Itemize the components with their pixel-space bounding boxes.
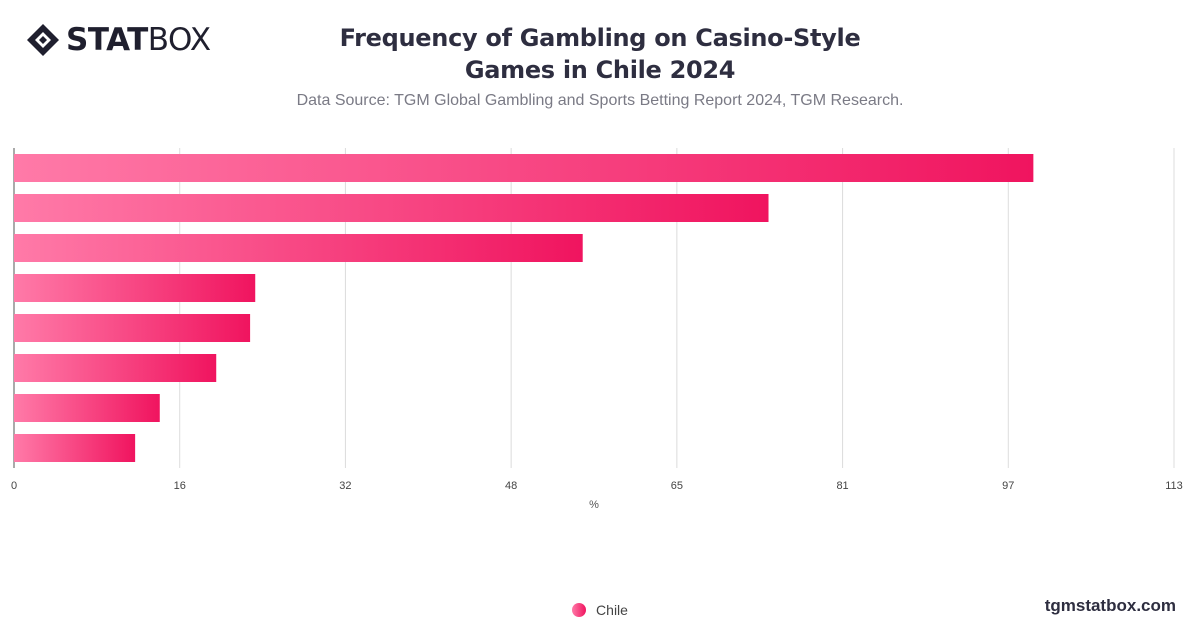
logo-light: BOX — [147, 22, 211, 58]
x-tick-label: 113 — [1165, 480, 1183, 492]
x-tick-label: 81 — [836, 480, 848, 492]
x-tick-label: 65 — [671, 480, 683, 492]
logo-text: STATBOX — [66, 22, 211, 58]
bar-chart: 0 16 32 48 65 81 97 113 % — [11, 148, 1183, 511]
legend-swatch — [572, 603, 587, 617]
x-tick-label: 0 — [11, 480, 17, 492]
footer-site: tgmstatbox.com — [1044, 596, 1176, 615]
x-tick-label: 32 — [339, 480, 351, 492]
bar-6[interactable] — [14, 394, 160, 422]
bar-5[interactable] — [14, 354, 217, 382]
legend-label-chile: Chile — [596, 602, 628, 618]
bar-3[interactable] — [14, 274, 256, 302]
bar-0[interactable] — [14, 154, 1034, 182]
chart-subtitle: Data Source: TGM Global Gambling and Spo… — [296, 92, 904, 109]
logo: STATBOX — [26, 22, 211, 58]
statbox-diamond-icon — [27, 24, 59, 56]
bar-4[interactable] — [14, 314, 251, 342]
logo-strong: STAT — [66, 22, 148, 58]
bar-2[interactable] — [14, 234, 583, 262]
x-axis-label: % — [589, 499, 599, 511]
bar-1[interactable] — [14, 194, 769, 222]
legend[interactable]: Chile — [0, 602, 1200, 618]
chart-title: Frequency of Gambling on Casino-Style Ga… — [339, 24, 861, 84]
x-tick-label: 48 — [505, 480, 517, 492]
bar-7[interactable] — [14, 434, 136, 462]
x-tick-label: 97 — [1002, 480, 1014, 492]
x-tick-label: 16 — [174, 480, 186, 492]
